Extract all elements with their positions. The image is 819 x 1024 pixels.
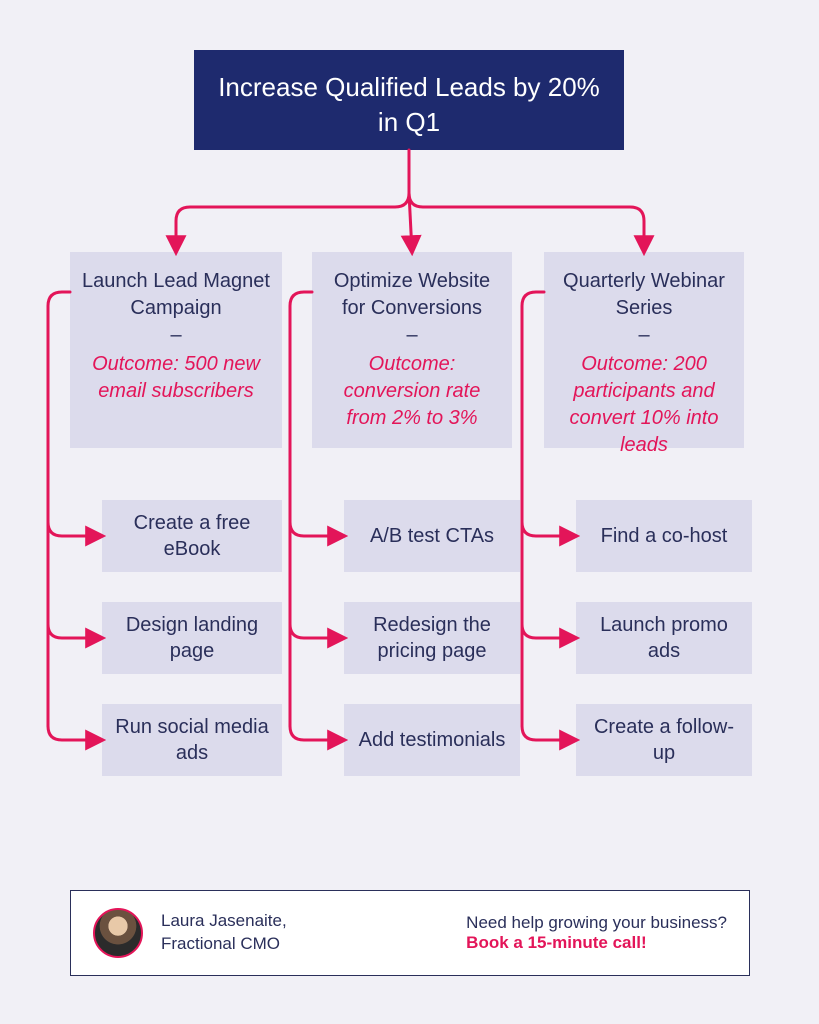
strategy-box-0: Launch Lead Magnet Campaign – Outcome: 5… (70, 252, 282, 448)
task-label: Create a free eBook (112, 510, 272, 562)
task-box: Design landing page (102, 602, 282, 674)
author-name: Laura Jasenaite, (161, 910, 287, 933)
footer-card: Laura Jasenaite, Fractional CMO Need hel… (70, 890, 750, 976)
strategy-dash: – (170, 324, 181, 346)
goal-box: Increase Qualified Leads by 20% in Q1 (194, 50, 624, 150)
strategy-outcome: Outcome: conversion rate from 2% to 3% (322, 351, 502, 432)
strategy-dash: – (406, 324, 417, 346)
task-label: Find a co-host (601, 523, 728, 549)
strategy-title: Optimize Website for Conversions (334, 270, 490, 319)
task-box: Redesign the pricing page (344, 602, 520, 674)
cta-link[interactable]: Book a 15-minute call! (466, 933, 727, 953)
task-box: Launch promo ads (576, 602, 752, 674)
task-label: A/B test CTAs (370, 523, 494, 549)
strategy-dash: – (638, 324, 649, 346)
task-label: Add testimonials (359, 727, 506, 753)
task-box: Create a free eBook (102, 500, 282, 572)
task-label: Redesign the pricing page (354, 612, 510, 664)
goal-text: Increase Qualified Leads by 20% in Q1 (218, 72, 600, 137)
strategy-outcome: Outcome: 200 participants and convert 10… (554, 351, 734, 459)
task-box: Run social media ads (102, 704, 282, 776)
strategy-title: Launch Lead Magnet Campaign (82, 270, 270, 319)
task-label: Design landing page (112, 612, 272, 664)
task-label: Run social media ads (112, 714, 272, 766)
strategy-title: Quarterly Webinar Series (563, 270, 725, 319)
task-box: Add testimonials (344, 704, 520, 776)
task-box: Find a co-host (576, 500, 752, 572)
task-label: Create a follow-up (586, 714, 742, 766)
task-box: A/B test CTAs (344, 500, 520, 572)
task-label: Launch promo ads (586, 612, 742, 664)
strategy-box-1: Optimize Website for Conversions – Outco… (312, 252, 512, 448)
strategy-box-2: Quarterly Webinar Series – Outcome: 200 … (544, 252, 744, 448)
task-box: Create a follow-up (576, 704, 752, 776)
strategy-outcome: Outcome: 500 new email subscribers (80, 351, 272, 405)
author-title: Fractional CMO (161, 933, 287, 956)
author-block: Laura Jasenaite, Fractional CMO (161, 910, 287, 956)
cta-question: Need help growing your business? (466, 913, 727, 933)
avatar (93, 908, 143, 958)
cta-block: Need help growing your business? Book a … (466, 913, 727, 953)
